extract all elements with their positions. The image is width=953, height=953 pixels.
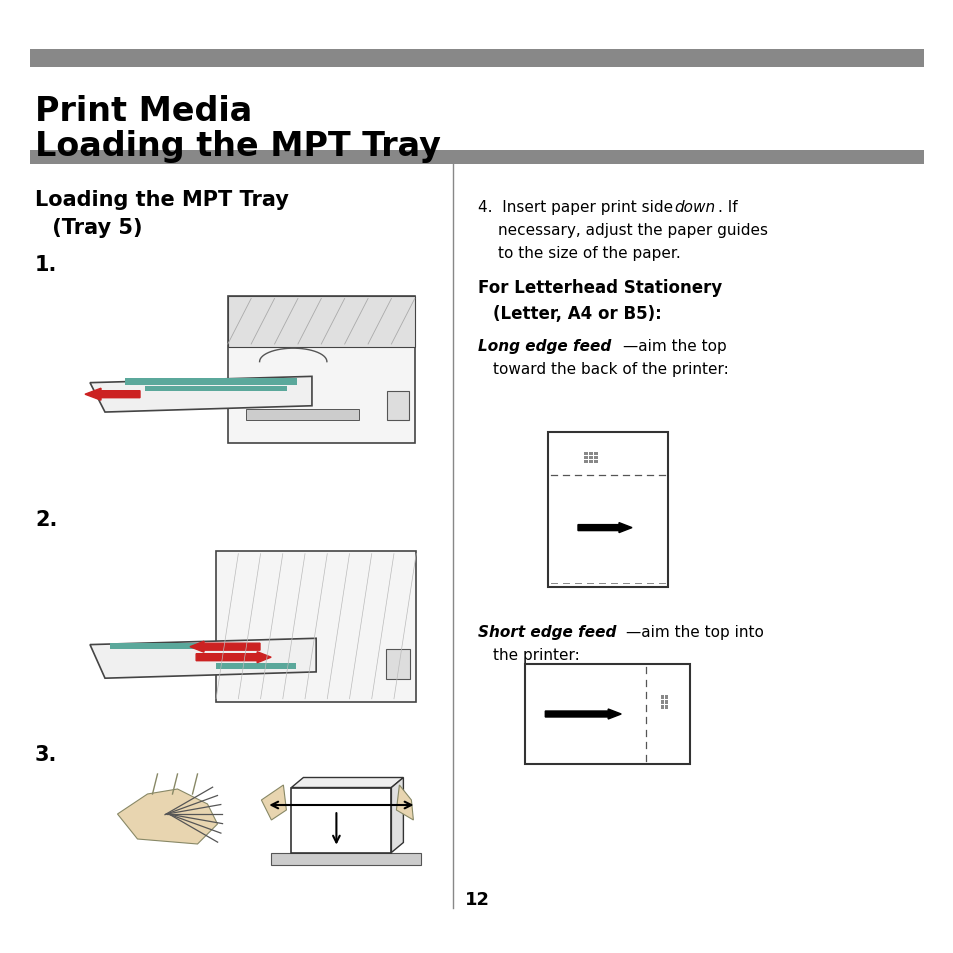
Bar: [525, 664, 690, 764]
Polygon shape: [90, 377, 312, 413]
Text: toward the back of the printer:: toward the back of the printer:: [493, 361, 728, 376]
Bar: [588, 453, 593, 456]
Text: 1.: 1.: [35, 254, 57, 274]
Bar: [583, 453, 587, 456]
Bar: [664, 700, 667, 704]
Text: the printer:: the printer:: [493, 647, 579, 662]
Polygon shape: [291, 778, 403, 788]
Text: necessary, adjust the paper guides: necessary, adjust the paper guides: [497, 223, 767, 237]
FancyArrow shape: [196, 652, 271, 663]
Bar: [228, 296, 415, 348]
Bar: [594, 453, 598, 456]
Bar: [30, 50, 923, 68]
Text: 3.: 3.: [35, 744, 57, 764]
FancyArrow shape: [85, 389, 140, 401]
Bar: [228, 296, 415, 443]
Text: (Letter, A4 or B5):: (Letter, A4 or B5):: [493, 305, 661, 323]
Bar: [30, 151, 923, 165]
Text: (Tray 5): (Tray 5): [45, 218, 142, 237]
Polygon shape: [90, 639, 315, 679]
Bar: [594, 460, 598, 463]
Bar: [583, 460, 587, 463]
Bar: [664, 696, 667, 700]
Text: —aim the top into: —aim the top into: [625, 624, 763, 639]
Bar: [145, 387, 287, 392]
Bar: [386, 649, 410, 679]
Bar: [271, 853, 421, 864]
FancyArrow shape: [578, 523, 631, 533]
Bar: [588, 460, 593, 463]
Text: 12: 12: [464, 890, 489, 908]
Text: . If: . If: [718, 200, 737, 214]
FancyArrow shape: [190, 641, 260, 653]
Bar: [594, 456, 598, 459]
Text: Short edge feed: Short edge feed: [477, 624, 616, 639]
Polygon shape: [391, 778, 403, 853]
Bar: [547, 432, 667, 587]
Text: 4.  Insert paper print side: 4. Insert paper print side: [477, 200, 678, 214]
Bar: [664, 705, 667, 709]
Text: For Letterhead Stationery: For Letterhead Stationery: [477, 278, 721, 296]
Bar: [660, 696, 663, 700]
Polygon shape: [396, 785, 413, 821]
FancyArrow shape: [545, 709, 620, 720]
Bar: [588, 456, 593, 459]
Text: down: down: [673, 200, 715, 214]
Bar: [386, 392, 409, 421]
Polygon shape: [261, 785, 286, 821]
Bar: [125, 378, 296, 385]
Text: Loading the MPT Tray: Loading the MPT Tray: [35, 190, 289, 210]
Text: Long edge feed: Long edge feed: [477, 338, 611, 354]
Text: —aim the top: —aim the top: [622, 338, 726, 354]
Bar: [583, 456, 587, 459]
Bar: [660, 700, 663, 704]
Text: 2.: 2.: [35, 510, 57, 530]
Bar: [246, 409, 358, 421]
Bar: [291, 788, 391, 853]
Bar: [216, 551, 416, 702]
Text: Print Media: Print Media: [35, 95, 252, 128]
Text: Loading the MPT Tray: Loading the MPT Tray: [35, 130, 440, 163]
Bar: [660, 705, 663, 709]
Polygon shape: [117, 789, 217, 844]
Text: to the size of the paper.: to the size of the paper.: [497, 246, 680, 261]
Bar: [216, 663, 295, 669]
Bar: [110, 643, 200, 649]
